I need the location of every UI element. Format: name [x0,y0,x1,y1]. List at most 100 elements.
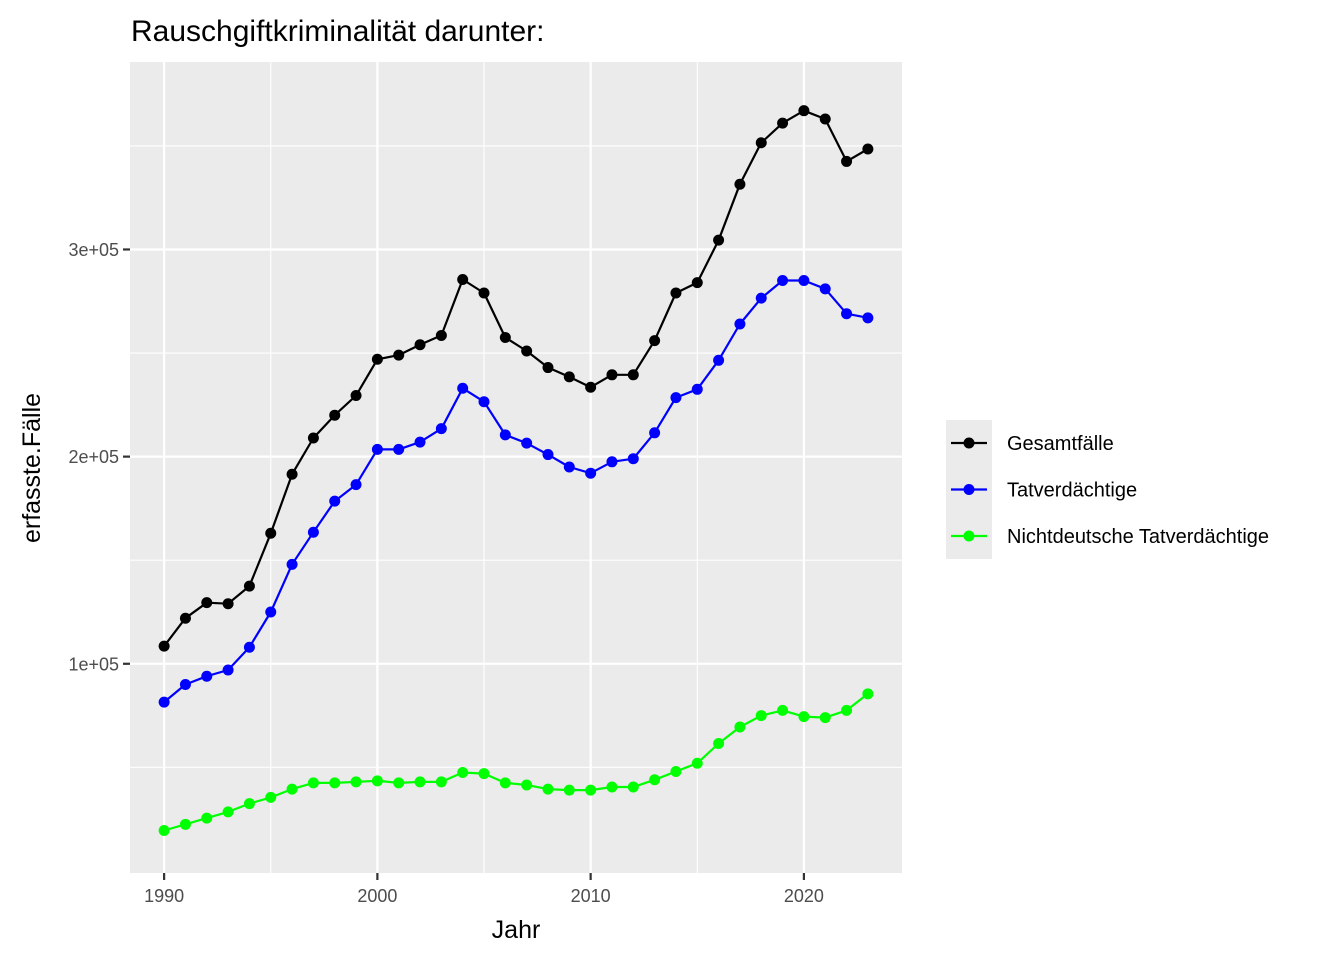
data-point [798,105,810,117]
data-point [542,362,554,374]
data-point [542,449,554,461]
data-point [457,767,469,779]
y-tick-labels: 1e+05 2e+05 3e+05 [68,240,119,674]
x-axis-title: Jahr [492,916,541,944]
data-point [435,776,447,788]
legend-label: Gesamtfälle [1007,433,1114,455]
data-point [307,777,319,789]
data-point [307,432,319,444]
data-point [414,339,426,351]
data-point [201,597,213,609]
data-point [713,738,725,750]
data-point [307,526,319,538]
data-point [414,776,426,788]
data-point [222,664,234,676]
legend-key-point [963,530,975,542]
data-point [329,777,341,789]
plot-panel [130,62,902,873]
y-tick-label: 3e+05 [68,240,119,260]
data-point [563,371,575,383]
x-tick-label: 2000 [357,886,397,906]
data-point [457,274,469,286]
data-point [862,143,874,155]
data-point [350,390,362,402]
data-point [542,783,554,795]
data-point [777,704,789,716]
data-point [841,155,853,167]
data-point [286,783,298,795]
data-point [670,287,682,299]
grid-major [130,62,902,873]
data-point [499,777,511,789]
data-point [585,784,597,796]
data-point [649,335,661,347]
data-point [819,113,831,125]
data-point [585,467,597,479]
x-tick-label: 2020 [784,886,824,906]
grid-minor [130,62,902,873]
data-point [734,721,746,733]
data-point [286,558,298,570]
legend-label: Nichtdeutsche Tatverdächtige [1007,526,1269,548]
data-point [755,292,767,304]
data-point [435,329,447,341]
legend-key-point [963,437,975,449]
series-line-2 [163,279,869,703]
data-point [265,606,277,618]
data-point [670,392,682,404]
data-point [371,775,383,787]
data-point [393,777,405,789]
data-point [627,369,639,381]
data-point [179,818,191,830]
data-point [201,812,213,824]
data-point [649,774,661,786]
data-point [286,468,298,480]
data-point [243,798,255,810]
data-point [606,456,618,468]
data-point [158,825,170,837]
data-point [798,711,810,723]
data-point [393,443,405,455]
data-point [179,678,191,690]
data-point [350,776,362,788]
data-point [670,765,682,777]
data-point [691,757,703,769]
data-point [158,640,170,652]
data-point [755,710,767,722]
y-tick-label: 2e+05 [68,447,119,467]
data-point [649,427,661,439]
data-point [158,696,170,708]
data-point [563,784,575,796]
data-point [329,409,341,421]
series-line-3 [163,692,869,832]
data-point [478,396,490,408]
data-point [457,382,469,394]
data-point [371,353,383,365]
data-point [371,443,383,455]
data-point [627,781,639,793]
data-point [414,436,426,448]
data-point [777,275,789,287]
axis-ticks [123,248,806,880]
y-tick-label: 1e+05 [68,654,119,674]
data-point [350,479,362,491]
data-point [606,369,618,381]
data-point [713,234,725,246]
data-point [435,423,447,435]
data-point [201,670,213,682]
data-point [563,461,575,473]
data-point [243,641,255,653]
chart-title: Rauschgiftkriminalität darunter: [131,15,545,48]
data-point [499,332,511,344]
data-point [265,791,277,803]
data-point [521,345,533,357]
data-point [521,437,533,449]
data-point [841,704,853,716]
data-point [478,768,490,780]
data-point [713,354,725,366]
data-point [819,283,831,295]
data-point [862,312,874,324]
data-point [329,495,341,507]
data-point [691,383,703,395]
